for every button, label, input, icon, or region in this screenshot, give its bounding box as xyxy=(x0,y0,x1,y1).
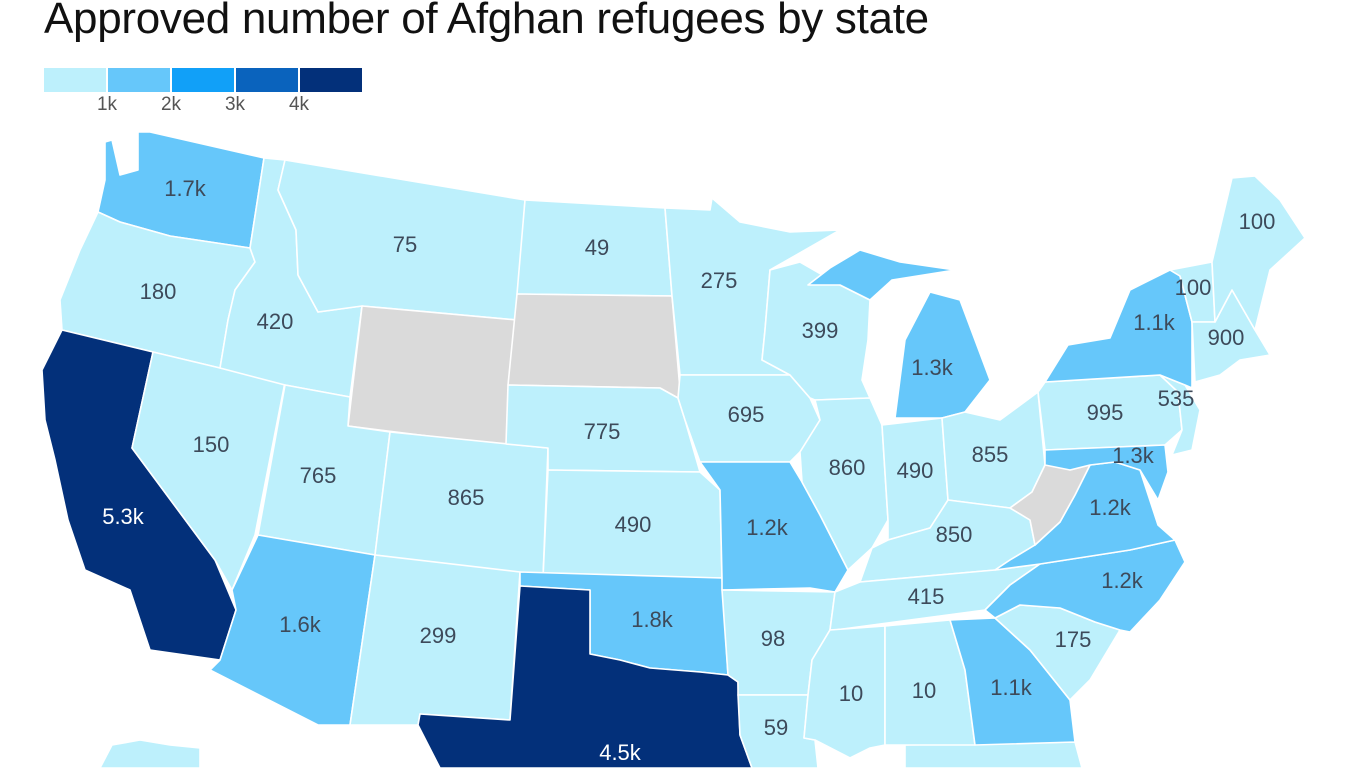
state-value-label: 1.2k xyxy=(1101,568,1144,593)
state-value-label: 765 xyxy=(300,463,337,488)
state-value-label: 415 xyxy=(908,584,945,609)
state-value-label: 399 xyxy=(802,318,839,343)
state-value-label: 1.6k xyxy=(279,612,322,637)
state-value-label: 490 xyxy=(897,458,934,483)
state-value-label: 860 xyxy=(829,455,866,480)
state-value-label: 1.1k xyxy=(990,675,1033,700)
state-value-label: 1.1k xyxy=(1133,310,1176,335)
legend-swatch xyxy=(300,68,362,92)
state-value-label: 75 xyxy=(393,232,417,257)
state-value-label: 59 xyxy=(764,715,788,740)
state-shapes xyxy=(41,131,1306,768)
state-value-label: 535 xyxy=(1158,386,1195,411)
state-value-label: 10 xyxy=(912,678,936,703)
state-value-label: 1.3k xyxy=(1112,443,1155,468)
state-value-label: 175 xyxy=(1055,627,1092,652)
state-alaska xyxy=(99,739,201,768)
state-value-label: 420 xyxy=(257,309,294,334)
state-value-label: 1.3k xyxy=(911,355,954,380)
legend-swatch xyxy=(236,68,298,92)
legend-swatch xyxy=(44,68,106,92)
state-south-dakota xyxy=(507,293,681,399)
state-value-label: 775 xyxy=(584,419,621,444)
state-value-label: 150 xyxy=(193,432,230,457)
state-value-label: 180 xyxy=(140,279,177,304)
state-value-label: 1.7k xyxy=(164,176,207,201)
legend-tick-label: 2k xyxy=(160,94,182,115)
state-value-label: 855 xyxy=(972,442,1009,467)
legend-swatch xyxy=(108,68,170,92)
state-value-label: 900 xyxy=(1208,325,1245,350)
value-labels: 1.7k 180 5.3k 420 150 75 765 1.6k 865 299 49 775 490… xyxy=(102,176,1275,765)
state-value-label: 695 xyxy=(728,402,765,427)
state-value-label: 490 xyxy=(615,512,652,537)
state-value-label: 1.2k xyxy=(1089,495,1132,520)
legend-tick-label: 3k xyxy=(224,94,246,115)
state-value-label: 4.5k xyxy=(599,740,642,765)
legend-tick-label: 1k xyxy=(96,94,118,115)
state-florida xyxy=(904,741,1083,768)
color-legend: 1k 2k 3k 4k xyxy=(44,68,364,116)
state-value-label: 49 xyxy=(585,235,609,260)
map-title: Approved number of Afghan refugees by st… xyxy=(44,0,929,43)
state-value-label: 995 xyxy=(1087,400,1124,425)
state-value-label: 275 xyxy=(701,268,738,293)
state-maine xyxy=(1211,175,1306,331)
state-value-label: 1.8k xyxy=(631,607,674,632)
state-value-label: 850 xyxy=(936,522,973,547)
state-value-label: 98 xyxy=(761,626,785,651)
legend-swatch xyxy=(172,68,234,92)
legend-swatches xyxy=(44,68,364,92)
state-maryland xyxy=(1044,444,1169,501)
state-value-label: 299 xyxy=(420,623,457,648)
state-new-jersey xyxy=(1159,374,1201,456)
state-illinois xyxy=(799,397,889,571)
state-value-label: 1.2k xyxy=(746,515,789,540)
state-value-label: 865 xyxy=(448,485,485,510)
state-value-label: 100 xyxy=(1175,275,1212,300)
legend-tick-label: 4k xyxy=(288,94,310,115)
state-value-label: 10 xyxy=(839,681,863,706)
state-wyoming xyxy=(347,305,518,447)
state-value-label: 100 xyxy=(1239,209,1276,234)
state-value-label: 5.3k xyxy=(102,504,145,529)
